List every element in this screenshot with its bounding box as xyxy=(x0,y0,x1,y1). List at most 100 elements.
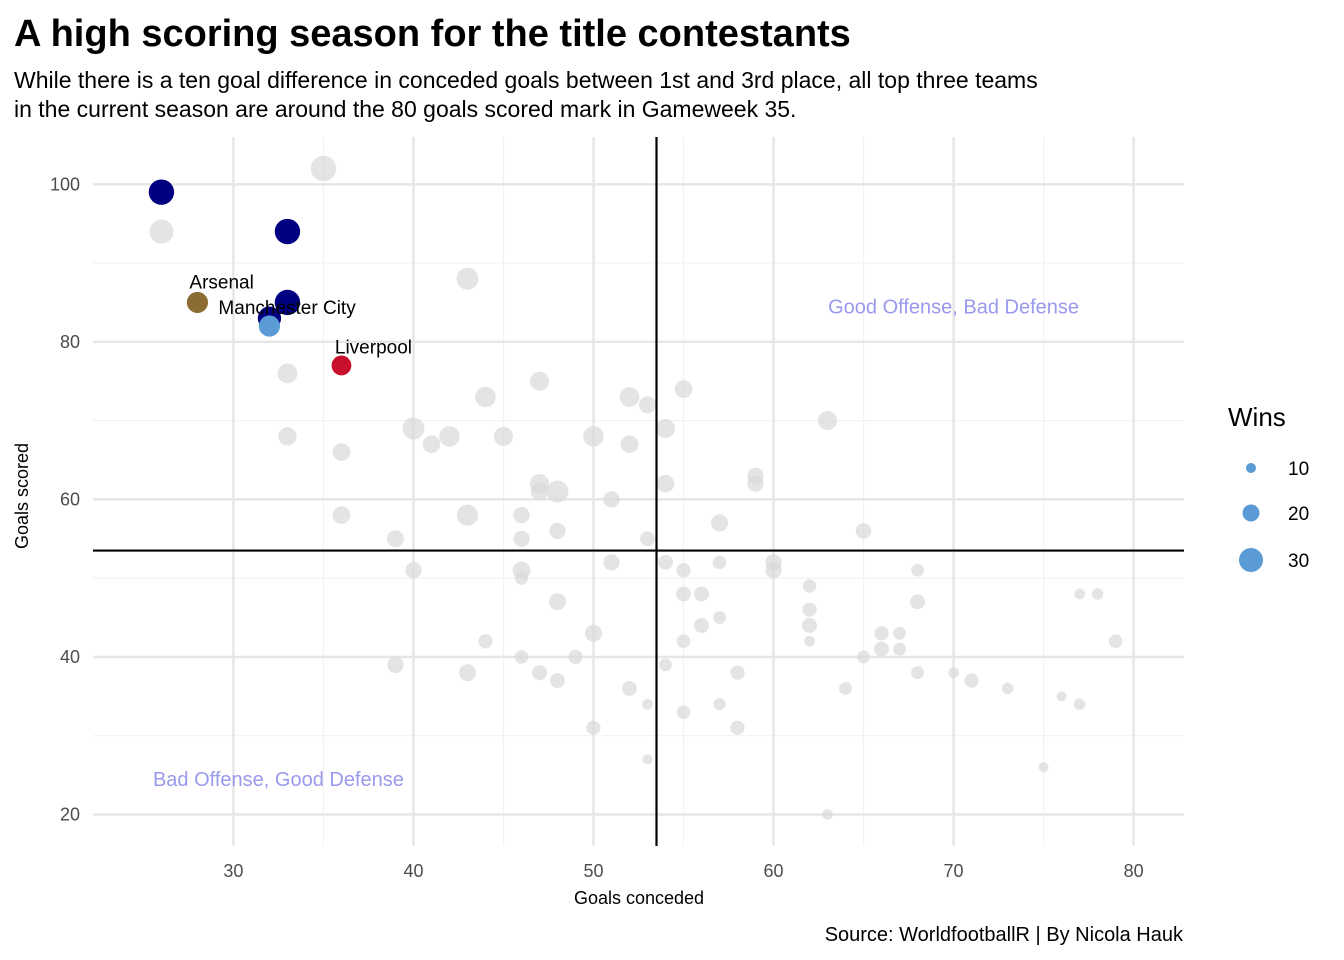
season-point xyxy=(676,634,691,648)
quadrant-labels: Good Offense, Bad Defense Bad Offense, Go… xyxy=(153,296,1079,791)
season-point xyxy=(839,682,852,695)
season-point xyxy=(694,617,709,633)
season-point xyxy=(546,480,569,503)
season-point xyxy=(802,579,817,593)
x-axis-title: Goals conceded xyxy=(574,888,704,908)
y-tick-label: 80 xyxy=(60,332,80,352)
season-point xyxy=(676,563,691,578)
highlight-point xyxy=(274,289,301,316)
season-point xyxy=(387,656,404,673)
season-point xyxy=(817,411,838,431)
season-point xyxy=(639,396,657,414)
season-point xyxy=(456,504,479,526)
team-label: Liverpool xyxy=(335,337,412,358)
season-point xyxy=(332,506,351,524)
season-point xyxy=(549,522,566,540)
season-point xyxy=(149,219,174,244)
season-point xyxy=(456,267,479,290)
season-point xyxy=(730,720,745,735)
legend-size-key xyxy=(1242,504,1260,522)
season-point xyxy=(676,705,691,719)
season-point xyxy=(694,586,709,602)
grid-lines xyxy=(93,137,1184,846)
season-point xyxy=(439,426,460,447)
season-point xyxy=(513,530,530,547)
season-point xyxy=(277,363,298,384)
season-point xyxy=(603,491,620,508)
season-point xyxy=(656,474,675,493)
season-point xyxy=(659,658,672,672)
season-point xyxy=(802,602,817,617)
season-point xyxy=(964,673,979,688)
season-point xyxy=(278,427,297,446)
team-labels: Arsenal Manchester City Liverpool xyxy=(189,272,412,358)
y-tick-label: 60 xyxy=(60,489,80,509)
season-point xyxy=(478,634,493,649)
season-point xyxy=(603,554,620,571)
season-point xyxy=(548,593,566,611)
data-points xyxy=(149,155,1123,820)
season-point xyxy=(332,443,351,461)
season-point xyxy=(583,426,604,447)
season-point xyxy=(730,665,745,680)
season-point xyxy=(874,626,889,641)
season-point xyxy=(676,586,691,602)
season-point xyxy=(584,624,602,642)
season-point xyxy=(1056,691,1067,702)
x-tick-label: 80 xyxy=(1124,861,1144,881)
highlight-point xyxy=(148,179,175,205)
legend-size-label: 10 xyxy=(1288,459,1309,480)
season-point xyxy=(804,635,815,647)
season-point xyxy=(386,530,404,548)
source-caption: Source: WorldfootballR | By Nicola Hauk xyxy=(825,924,1184,946)
quadrant-label: Bad Offense, Good Defense xyxy=(153,769,404,791)
season-point xyxy=(586,720,601,735)
season-point xyxy=(493,426,514,446)
y-tick-label: 20 xyxy=(60,804,80,824)
reference-lines xyxy=(93,137,1184,846)
season-point xyxy=(802,617,817,633)
season-point xyxy=(1073,698,1086,710)
season-point xyxy=(530,482,549,501)
season-point xyxy=(893,626,906,640)
season-point xyxy=(310,155,337,182)
arsenal-point xyxy=(186,291,209,314)
season-point xyxy=(1038,762,1049,773)
x-tick-label: 30 xyxy=(223,861,243,881)
season-point xyxy=(948,667,959,679)
highlighted-points xyxy=(148,179,352,376)
x-tick-label: 70 xyxy=(944,861,964,881)
season-point xyxy=(910,594,926,610)
legend-size-key xyxy=(1246,463,1256,473)
season-point xyxy=(622,680,637,696)
season-point xyxy=(655,418,676,439)
team-label: Arsenal xyxy=(189,272,253,293)
season-point xyxy=(765,562,782,579)
chart-subtitle-line-2: in the current season are around the 80 … xyxy=(14,96,796,122)
season-point xyxy=(402,417,425,440)
season-point xyxy=(855,523,872,539)
season-point xyxy=(911,563,924,577)
manchester-city-point xyxy=(258,315,281,337)
x-tick-label: 50 xyxy=(583,861,603,881)
chart-subtitle-line-1: While there is a ten goal difference in … xyxy=(14,67,1038,93)
quadrant-label: Good Offense, Bad Defense xyxy=(828,296,1079,318)
y-axis-title: Goals scored xyxy=(12,443,32,549)
legend-size-key xyxy=(1239,548,1263,572)
season-point xyxy=(893,642,906,656)
size-legend: Wins 10 20 30 xyxy=(1228,402,1309,572)
x-tick-label: 40 xyxy=(403,861,423,881)
season-point xyxy=(1001,682,1014,695)
chart-title: A high scoring season for the title cont… xyxy=(14,13,851,55)
season-point xyxy=(514,571,529,585)
season-point xyxy=(619,387,640,407)
legend-size-label: 20 xyxy=(1288,504,1309,525)
season-point xyxy=(658,554,673,570)
season-point xyxy=(874,641,889,657)
season-point xyxy=(514,650,529,664)
season-point xyxy=(532,665,547,681)
season-point xyxy=(1091,588,1104,600)
season-point xyxy=(568,649,583,665)
season-point xyxy=(712,555,727,570)
